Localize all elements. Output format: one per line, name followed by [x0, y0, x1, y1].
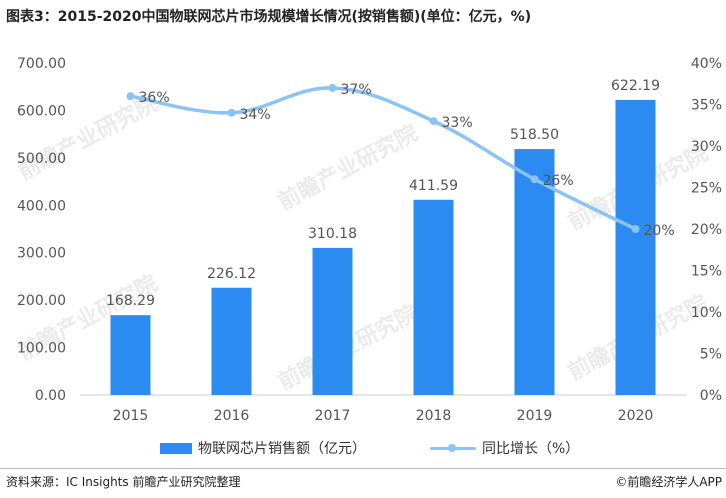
- x-tick-label: 2017: [315, 408, 351, 424]
- bar-value-label: 622.19: [611, 78, 660, 94]
- chart: 0.00 100.00 200.00 300.00 400.00 500.00 600.00…: [17, 56, 722, 424]
- x-tick-label: 2019: [517, 408, 553, 424]
- x-tick-label: 2018: [416, 408, 452, 424]
- growth-point: [126, 92, 135, 101]
- legend-item-bar: 物联网芯片销售额（亿元）: [160, 438, 366, 458]
- bar: [211, 287, 252, 395]
- x-tick-label: 2016: [214, 408, 250, 424]
- y-left-tick-label: 600.00: [17, 103, 66, 119]
- growth-value-label: 26%: [543, 173, 574, 189]
- y-left-tick-label: 200.00: [17, 293, 66, 309]
- x-tick-label: 2020: [618, 408, 654, 424]
- bar-value-label: 168.29: [106, 293, 155, 309]
- bar-value-label: 518.50: [510, 127, 559, 143]
- growth-point: [631, 225, 640, 233]
- legend-item-line: 同比增长（%）: [430, 438, 579, 458]
- growth-point: [530, 175, 539, 184]
- bar-value-label: 411.59: [409, 178, 458, 194]
- y-right-tick-label: 20%: [691, 222, 722, 238]
- y-left-tick-label: 700.00: [17, 56, 66, 72]
- legend: 物联网芯片销售额（亿元） 同比增长（%）: [0, 438, 726, 458]
- bar: [413, 199, 454, 395]
- y-right-tick-label: 5%: [700, 347, 722, 363]
- bar: [615, 99, 656, 395]
- growth-line: [128, 86, 638, 231]
- bar: [110, 315, 151, 395]
- legend-line-swatch: [430, 441, 476, 455]
- growth-value-label: 20%: [644, 223, 675, 239]
- legend-line-label: 同比增长（%）: [482, 441, 580, 457]
- y-right-tick-label: 0%: [700, 388, 722, 404]
- footer: 资料来源：IC Insights 前瞻产业研究院整理 ©前瞻经济学人APP: [0, 468, 726, 489]
- bar: [514, 149, 555, 395]
- y-right-tick-label: 10%: [691, 305, 722, 321]
- bar: [312, 247, 353, 395]
- bar-value-label: 310.18: [308, 226, 357, 242]
- growth-value-label: 36%: [139, 90, 170, 106]
- y-right-tick-label: 30%: [691, 139, 722, 155]
- growth-point: [429, 117, 438, 126]
- legend-bar-label: 物联网芯片销售额（亿元）: [198, 441, 366, 457]
- y-right-tick-label: 15%: [691, 264, 722, 280]
- y-right-tick-label: 35%: [691, 98, 722, 114]
- growth-value-label: 37%: [341, 82, 372, 98]
- source-note: 资料来源：IC Insights 前瞻产业研究院整理: [6, 475, 241, 489]
- y-left-tick-label: 0.00: [35, 388, 66, 404]
- chart-title: 图表3：2015-2020中国物联网芯片市场规模增长情况(按销售额)(单位：亿元…: [6, 9, 532, 25]
- y-left-tick-label: 100.00: [17, 341, 66, 357]
- y-left-tick-label: 500.00: [17, 151, 66, 167]
- brand-mark: ©前瞻经济学人APP: [615, 475, 722, 489]
- growth-value-label: 33%: [442, 115, 473, 131]
- x-tick-label: 2015: [113, 408, 149, 424]
- growth-point: [227, 108, 236, 117]
- growth-value-label: 34%: [240, 107, 271, 123]
- y-left-tick-label: 400.00: [17, 198, 66, 214]
- y-right-tick-label: 25%: [691, 181, 722, 197]
- bar-value-label: 226.12: [207, 266, 256, 282]
- growth-point: [328, 83, 337, 92]
- y-left-tick-label: 300.00: [17, 246, 66, 262]
- legend-bar-swatch: [160, 442, 192, 454]
- y-right-tick-label: 40%: [691, 56, 722, 72]
